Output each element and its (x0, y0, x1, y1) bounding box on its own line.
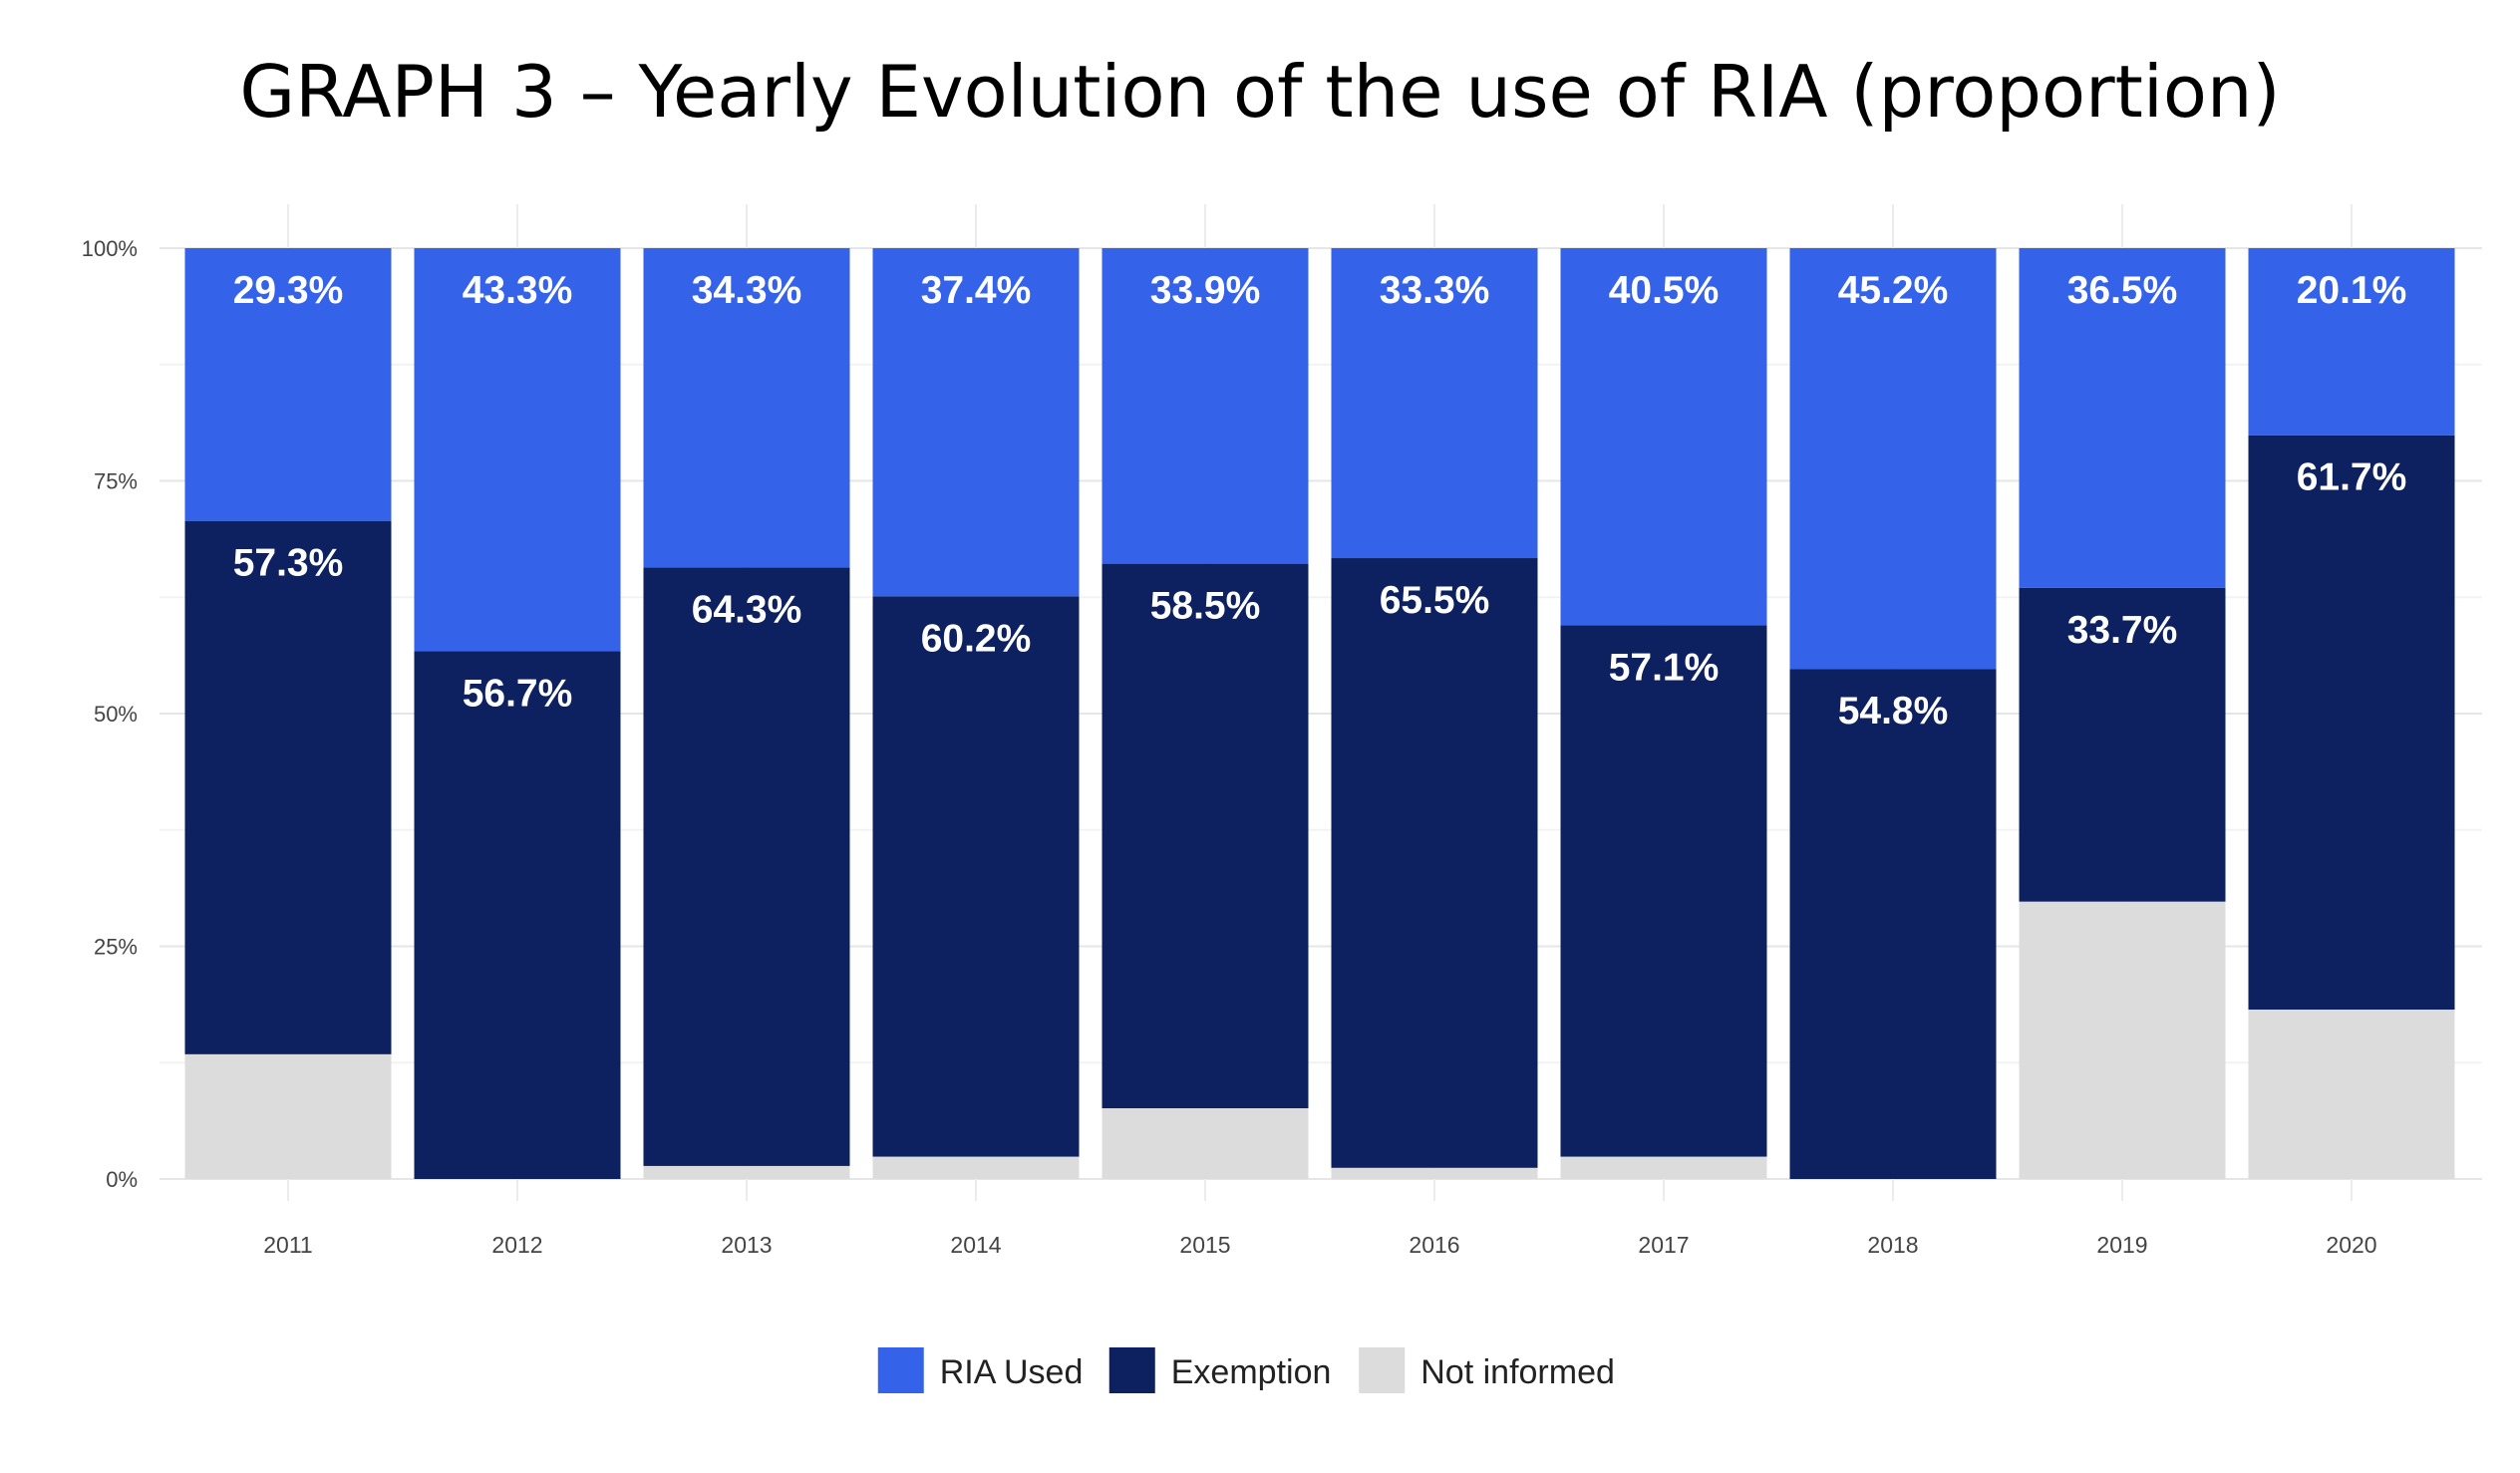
not-informed-segment (643, 1165, 850, 1179)
data-label: 33.7% (2067, 609, 2178, 652)
ria-used-segment (2248, 248, 2455, 436)
exemption-segment (1789, 669, 1997, 1179)
data-label: 33.3% (1380, 269, 1490, 312)
x-tick-label: 2014 (950, 1232, 1001, 1258)
exemption-segment (2248, 435, 2455, 1011)
data-label: 40.5% (1609, 269, 1720, 312)
data-label: 64.3% (692, 588, 802, 631)
x-tick-label: 2013 (721, 1232, 772, 1258)
x-tick-label: 2016 (1409, 1232, 1459, 1258)
ria-used-segment (184, 248, 392, 521)
data-label: 56.7% (463, 672, 573, 715)
legend-swatch-not-informed (1359, 1347, 1406, 1393)
ria-used-segment (643, 248, 850, 568)
data-label: 54.8% (1838, 690, 1949, 733)
data-label: 36.5% (2067, 269, 2178, 312)
data-label: 37.4% (921, 269, 1032, 312)
data-label: 57.1% (1609, 646, 1720, 689)
data-label: 33.9% (1150, 269, 1261, 312)
x-tick-label: 2017 (1638, 1232, 1689, 1258)
legend-swatch-exemption (1108, 1347, 1155, 1393)
x-tick-label: 2020 (2326, 1232, 2376, 1258)
x-tick-label: 2015 (1179, 1232, 1230, 1258)
legend-label-ria-used: RIA Used (940, 1353, 1084, 1391)
legend-swatch-ria-used (877, 1347, 924, 1393)
exemption-segment (1560, 625, 1767, 1157)
data-label: 29.3% (233, 269, 344, 312)
not-informed-segment (872, 1156, 1080, 1179)
not-informed-segment (184, 1053, 392, 1179)
data-label: 34.3% (692, 269, 802, 312)
y-tick-label: 75% (94, 469, 138, 494)
data-label: 61.7% (2297, 456, 2407, 499)
exemption-segment (643, 567, 850, 1166)
exemption-segment (414, 651, 621, 1179)
x-tick-label: 2012 (491, 1232, 542, 1258)
not-informed-segment (1331, 1167, 1538, 1179)
data-label: 43.3% (463, 269, 573, 312)
data-label: 57.3% (233, 542, 344, 585)
ria-used-segment (414, 248, 621, 652)
data-label: 60.2% (921, 617, 1032, 660)
x-tick-label: 2011 (263, 1232, 312, 1258)
ria-used-segment (872, 248, 1080, 597)
exemption-segment (2019, 587, 2226, 902)
exemption-segment (184, 520, 392, 1054)
y-tick-label: 50% (94, 702, 138, 727)
exemption-segment (872, 596, 1080, 1157)
ria-used-segment (1789, 248, 1997, 670)
labels-layer: 57.3% 29.3% 56.7% 43.3% 64.3% 34.3% 60.2% 37.4%… (233, 269, 2407, 733)
y-tick-label: 100% (82, 236, 138, 261)
chart-title: GRAPH 3 – Yearly Evolution of the use of… (239, 50, 2281, 134)
not-informed-segment (1102, 1108, 1309, 1179)
legend-label-exemption: Exemption (1171, 1353, 1332, 1391)
data-label: 20.1% (2297, 269, 2407, 312)
y-tick-label: 25% (94, 935, 138, 960)
ria-used-segment (2019, 248, 2226, 588)
not-informed-segment (1560, 1156, 1767, 1179)
axis-layer: 0% 25% 50% 75% 100% 2011 2012 2013 2014 2015 2016 2… (82, 236, 2377, 1258)
ria-used-segment (1560, 248, 1767, 626)
not-informed-segment (2019, 901, 2226, 1179)
y-tick-label: 0% (106, 1167, 138, 1192)
ria-used-segment (1102, 248, 1309, 564)
exemption-segment (1102, 563, 1309, 1109)
legend-label-not-informed: Not informed (1420, 1353, 1615, 1391)
exemption-segment (1331, 558, 1538, 1168)
not-informed-segment (2248, 1010, 2455, 1179)
data-label: 45.2% (1838, 269, 1949, 312)
ria-used-segment (1331, 248, 1538, 559)
x-tick-label: 2019 (2096, 1232, 2147, 1258)
data-label: 65.5% (1380, 579, 1490, 622)
x-tick-label: 2018 (1867, 1232, 1918, 1258)
data-label: 58.5% (1150, 585, 1261, 628)
legend: RIA Used Exemption Not informed (877, 1347, 1615, 1393)
bars-layer (184, 248, 2455, 1179)
